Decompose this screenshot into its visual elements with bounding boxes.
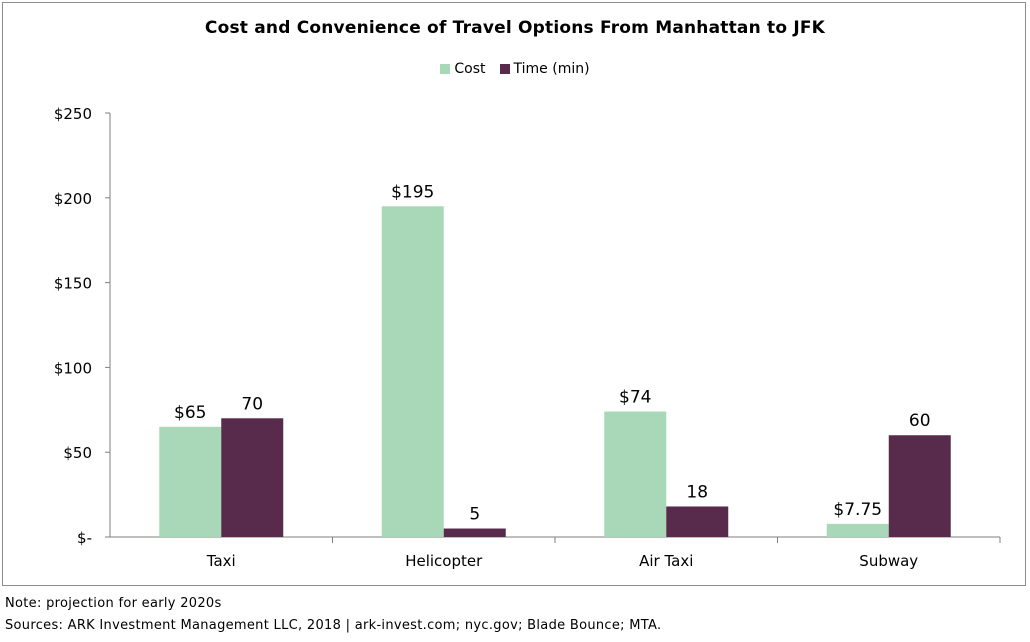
y-tick-label: $200 [54,190,92,208]
bar-cost [159,426,222,537]
legend-item-cost: Cost [440,61,486,77]
y-tick-label: $150 [54,275,92,293]
legend-swatch-cost [440,64,451,74]
y-tick-label: $50 [63,444,92,462]
bar-time [221,418,284,537]
data-label-cost: $195 [391,182,434,202]
x-tick-label: Taxi [206,552,236,570]
data-label-cost: $65 [174,403,206,423]
data-label-cost: $7.75 [833,500,882,520]
x-tick-label: Subway [859,552,918,570]
bar-time [666,506,729,537]
y-tick-label: $250 [54,105,92,123]
data-label-time: 18 [686,482,708,502]
legend-swatch-time [499,64,510,74]
x-tick-label: Helicopter [405,552,483,570]
bar-cost [826,523,889,537]
data-label-time: 70 [241,394,263,414]
bar-time [443,528,506,537]
bar-cost [604,411,667,537]
legend-item-time: Time (min) [499,61,590,77]
x-tick-label: Air Taxi [639,552,693,570]
data-label-cost: $74 [619,387,651,407]
footnote: Note: projection for early 2020s [5,596,222,611]
sources-line: Sources: ARK Investment Management LLC, … [5,618,662,633]
data-label-time: 5 [469,505,480,525]
chart-title: Cost and Convenience of Travel Options F… [204,18,826,38]
chart-legend: Cost Time (min) [0,61,1030,77]
y-tick-label: $- [77,529,92,547]
data-label-time: 60 [909,411,931,431]
bar-time [888,435,951,537]
bar-cost [381,206,444,537]
legend-label-cost: Cost [454,61,486,77]
bar-chart-plot: $- $50 $100 $150 $200 $250 Taxi $65 70 Helicopter… [54,105,1001,570]
legend-label-time: Time (min) [513,61,590,77]
y-tick-label: $100 [54,359,92,377]
